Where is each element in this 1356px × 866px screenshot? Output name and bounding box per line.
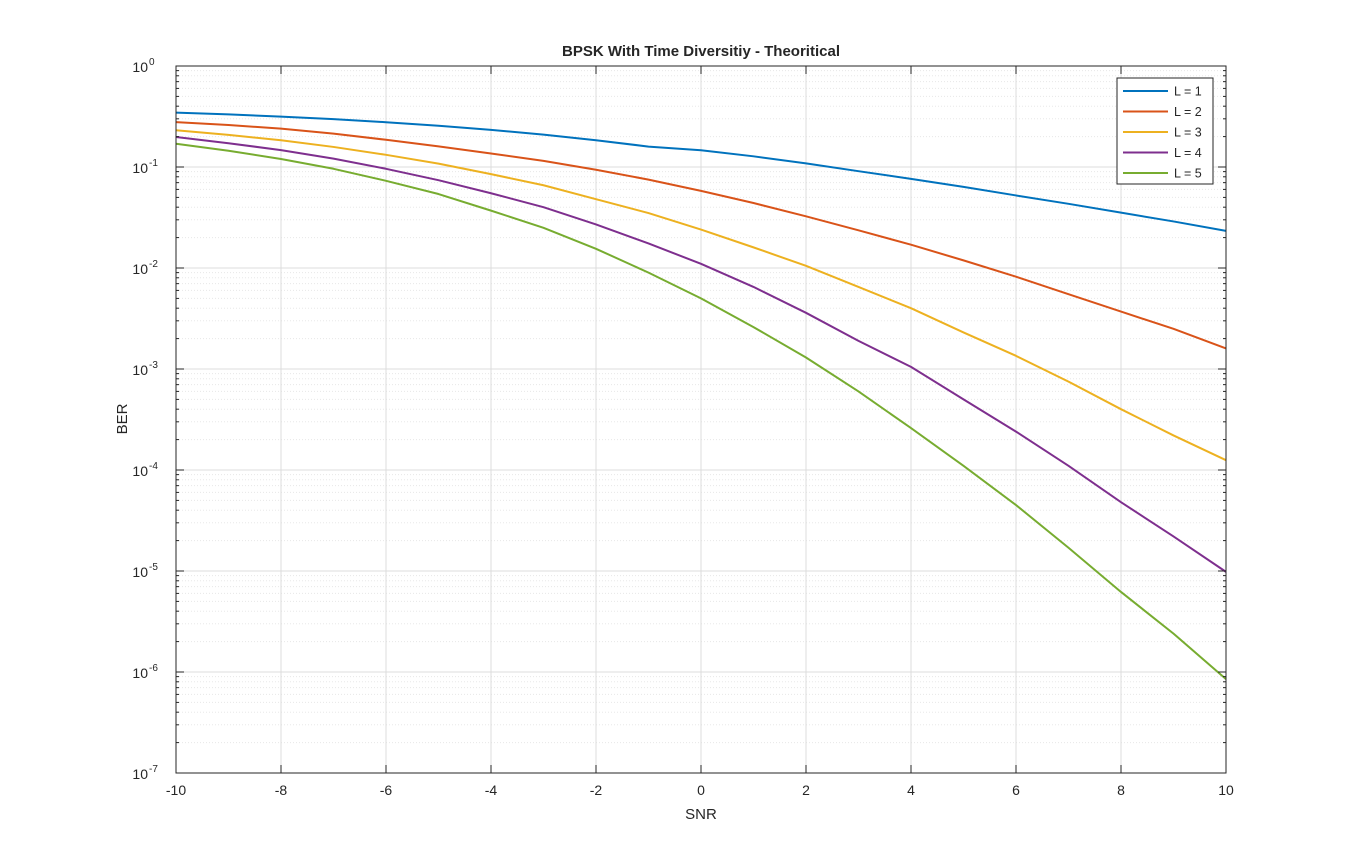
y-tick-label: 10 [132,463,148,479]
y-tick-label: 10 [132,564,148,580]
legend-label: L = 2 [1174,105,1202,119]
x-tick-label: 10 [1218,782,1234,798]
y-tick-exponent: -5 [149,562,158,573]
series-line-4 [175,136,1227,573]
x-tick-label: -10 [166,782,186,798]
x-tick-labels: -10 -8 -6 -4 -2 0 2 4 6 8 10 [166,782,1234,798]
x-tick-label: 4 [907,782,915,798]
series-line-2 [175,121,1227,350]
y-tick-exponent: -6 [149,663,158,674]
x-axis-label: SNR [685,806,717,823]
x-tick-label: 8 [1117,782,1125,798]
series-line-1 [175,111,1227,232]
series-line-3 [175,129,1227,462]
series-layer [175,111,1227,680]
legend-label: L = 5 [1174,167,1202,181]
x-tick-label: 6 [1012,782,1020,798]
x-tick-label: 0 [697,782,705,798]
legend-label: L = 4 [1174,146,1202,160]
y-tick-label: 10 [132,160,148,176]
y-tick-label: 10 [132,59,148,75]
legend: L = 1 L = 2 L = 3 L = 4 L = 5 [1116,77,1214,185]
tick-marks [175,65,1227,774]
legend-label: L = 1 [1174,85,1202,99]
y-tick-exponent: -4 [149,461,158,472]
y-axis-label: BER [114,403,131,434]
y-tick-label: 10 [132,766,148,782]
y-tick-exponent: -1 [149,158,158,169]
y-tick-exponent: -2 [149,259,158,270]
x-tick-label: -8 [275,782,288,798]
y-tick-exponent: -3 [149,360,158,371]
y-tick-label: 10 [132,362,148,378]
y-tick-exponent: -7 [149,764,158,775]
x-tick-label: -6 [380,782,393,798]
series-line-5 [175,142,1227,680]
legend-label: L = 3 [1174,126,1202,140]
y-tick-label: 10 [132,261,148,277]
y-tick-label: 10 [132,665,148,681]
x-tick-label: -2 [590,782,603,798]
x-tick-label: -4 [485,782,498,798]
x-tick-label: 2 [802,782,810,798]
y-tick-exponent: 0 [149,57,155,68]
chart-title: BPSK With Time Diversitiy - Theoritical [562,43,840,60]
